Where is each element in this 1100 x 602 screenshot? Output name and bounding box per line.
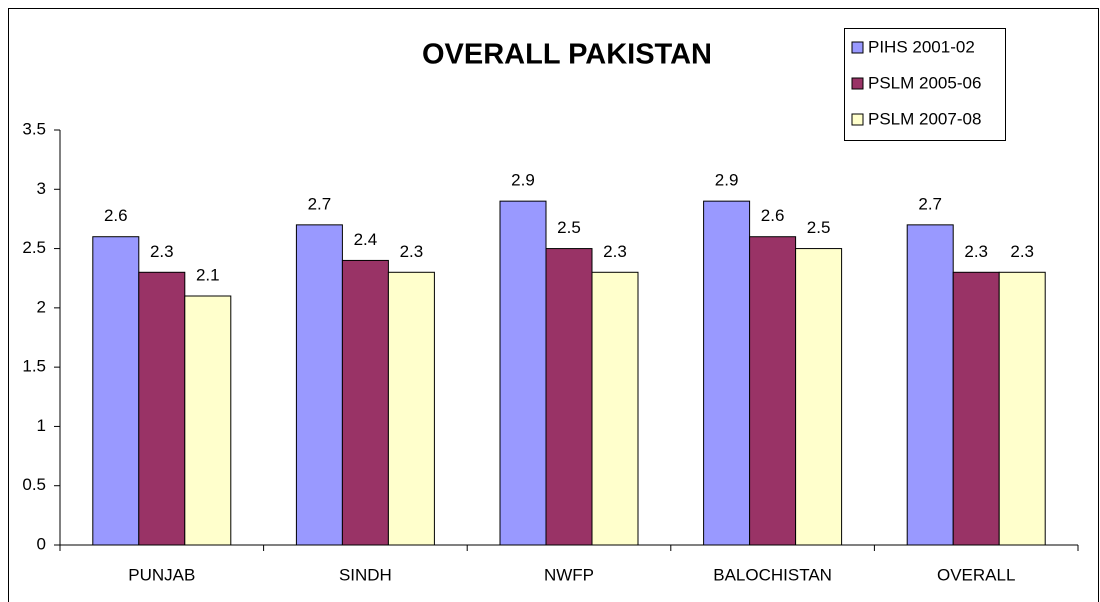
y-tick-label: 3: [37, 179, 46, 198]
legend-label: PIHS 2001-02: [868, 37, 975, 56]
data-label: 2.5: [807, 218, 831, 237]
data-label: 2.4: [354, 230, 378, 249]
bar: [184, 295, 232, 546]
data-label: 2.9: [511, 171, 535, 190]
data-label: 2.6: [104, 206, 128, 225]
y-tick-label: 2.5: [22, 238, 46, 257]
y-tick-label: 0: [37, 534, 46, 553]
data-label: 2.5: [557, 218, 581, 237]
bar: [998, 271, 1046, 546]
data-label: 2.3: [400, 242, 424, 261]
legend-box: [844, 28, 1006, 141]
legend-label: PSLM 2005-06: [868, 73, 981, 92]
bar: [545, 248, 593, 546]
data-label: 2.9: [715, 171, 739, 190]
x-tick-label: PUNJAB: [128, 565, 195, 584]
y-tick-label: 3.5: [22, 119, 46, 138]
data-label: 2.1: [196, 265, 220, 284]
bar: [749, 236, 797, 546]
x-tick-label: SINDH: [339, 565, 392, 584]
x-tick-label: OVERALL: [937, 565, 1015, 584]
data-label: 2.3: [1010, 242, 1034, 261]
legend-label: PSLM 2007-08: [868, 109, 981, 128]
data-label: 2.3: [603, 242, 627, 261]
y-tick-label: 0.5: [22, 475, 46, 494]
bar: [906, 224, 954, 546]
data-label: 2.3: [150, 242, 174, 261]
bar: [92, 236, 140, 546]
x-tick-label: NWFP: [544, 565, 594, 584]
bar: [138, 271, 186, 546]
y-tick-label: 1: [37, 416, 46, 435]
chart-border: [8, 8, 1099, 602]
bar: [295, 224, 343, 546]
bar: [703, 200, 751, 546]
data-label: 2.7: [308, 194, 332, 213]
bar: [341, 259, 389, 546]
legend-swatch: [851, 77, 864, 90]
y-tick-label: 2: [37, 297, 46, 316]
x-tick-label: BALOCHISTAN: [713, 565, 832, 584]
y-tick-label: 1.5: [22, 357, 46, 376]
chart-title: OVERALL PAKISTAN: [422, 39, 712, 71]
bar: [499, 200, 547, 546]
data-label: 2.3: [964, 242, 988, 261]
bar: [387, 271, 435, 546]
data-label: 2.7: [918, 194, 942, 213]
bar: [952, 271, 1000, 546]
legend-swatch: [851, 113, 864, 126]
bar: [591, 271, 639, 546]
bar: [795, 248, 843, 546]
legend-swatch: [851, 41, 864, 54]
data-label: 2.6: [761, 206, 785, 225]
